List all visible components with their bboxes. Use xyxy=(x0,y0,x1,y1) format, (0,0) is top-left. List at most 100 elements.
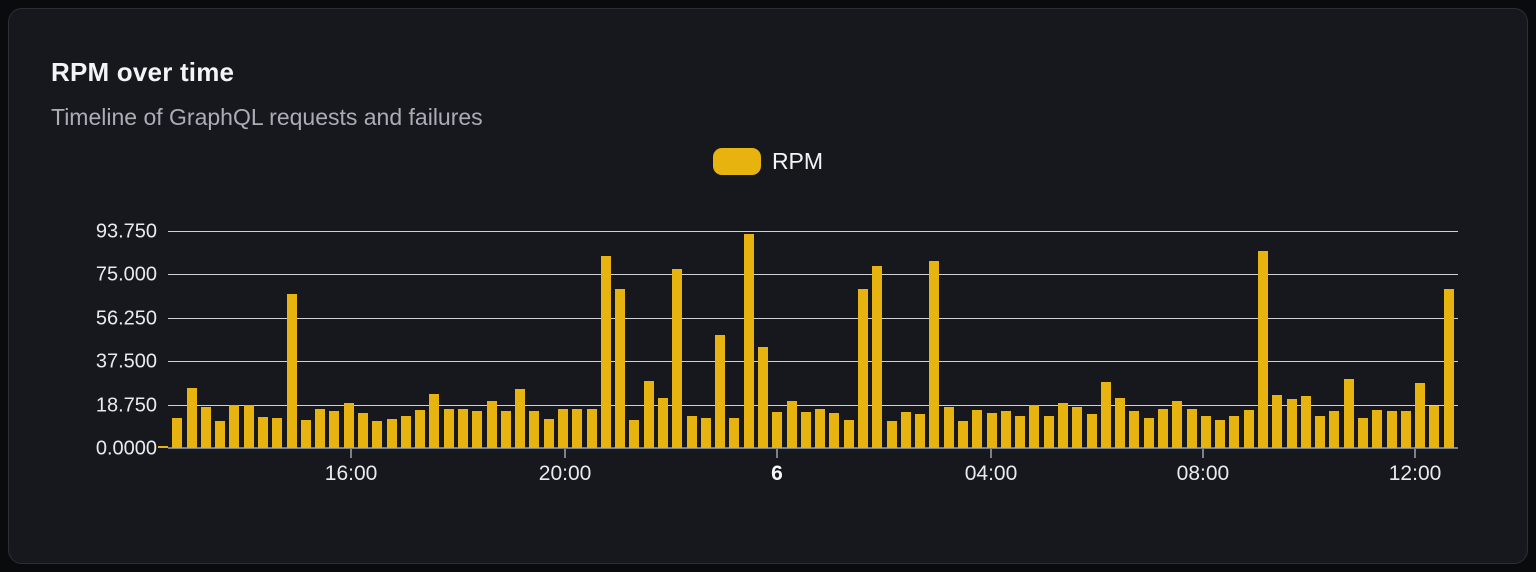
chart-bar[interactable] xyxy=(272,417,283,448)
chart-bar[interactable] xyxy=(686,415,697,448)
chart-bar[interactable] xyxy=(372,421,383,448)
chart-bar[interactable] xyxy=(943,407,954,448)
y-axis-label: 56.250 xyxy=(95,307,157,330)
legend-item-rpm[interactable]: RPM xyxy=(712,148,823,175)
chart-bar[interactable] xyxy=(286,294,297,448)
chart-bar[interactable] xyxy=(543,419,554,448)
chart-bar[interactable] xyxy=(1043,415,1054,448)
chart-bar[interactable] xyxy=(729,417,740,448)
chart-bar[interactable] xyxy=(329,410,340,448)
chart-bar[interactable] xyxy=(900,412,911,448)
chart-bar[interactable] xyxy=(1158,408,1168,448)
chart-bar[interactable] xyxy=(672,268,683,448)
chart-bar[interactable] xyxy=(829,413,840,448)
chart-bar[interactable] xyxy=(1186,408,1197,448)
chart-bar[interactable] xyxy=(1015,415,1026,448)
chart-bar[interactable] xyxy=(615,289,626,448)
chart-bar[interactable] xyxy=(1200,415,1211,448)
chart-bar[interactable] xyxy=(1386,410,1397,448)
chart-bar[interactable] xyxy=(1286,399,1297,448)
chart-bar[interactable] xyxy=(1400,410,1411,448)
chart-bar[interactable] xyxy=(500,410,511,448)
chart-bar[interactable] xyxy=(1086,414,1097,448)
chart-bar[interactable] xyxy=(1415,383,1426,448)
gridline xyxy=(168,231,1458,232)
chart-bar[interactable] xyxy=(700,417,711,448)
chart-bar[interactable] xyxy=(972,409,983,448)
chart-bar[interactable] xyxy=(858,289,868,448)
y-axis-label: 93.750 xyxy=(95,220,157,243)
chart-bar[interactable] xyxy=(986,413,997,448)
chart-bar[interactable] xyxy=(843,420,854,448)
chart-bar[interactable] xyxy=(1115,398,1126,448)
chart-bar[interactable] xyxy=(529,410,540,448)
chart-bar[interactable] xyxy=(1358,417,1368,448)
chart-bar[interactable] xyxy=(200,407,211,448)
chart-bar[interactable] xyxy=(1329,410,1340,448)
page-title: RPM over time xyxy=(51,57,235,87)
chart-bar[interactable] xyxy=(158,445,168,448)
chart-bar[interactable] xyxy=(872,266,883,448)
chart-bar[interactable] xyxy=(358,413,368,448)
x-axis-label: 6 xyxy=(771,462,783,485)
chart-bar[interactable] xyxy=(472,410,483,448)
chart-bar[interactable] xyxy=(400,415,411,448)
chart-bar[interactable] xyxy=(1300,395,1311,448)
chart-bar[interactable] xyxy=(300,420,311,448)
chart-bar[interactable] xyxy=(1429,406,1440,448)
chart-bar[interactable] xyxy=(229,405,240,448)
chart-bar[interactable] xyxy=(743,233,754,448)
chart-bar[interactable] xyxy=(815,408,826,448)
chart-bar[interactable] xyxy=(1172,400,1183,448)
chart-bar[interactable] xyxy=(786,400,797,448)
page-subtitle: Timeline of GraphQL requests and failure… xyxy=(51,104,483,130)
chart-bar[interactable] xyxy=(558,408,568,448)
chart-bar[interactable] xyxy=(600,255,611,448)
chart-bar[interactable] xyxy=(886,421,897,448)
chart-bar[interactable] xyxy=(1443,289,1454,448)
chart-bar[interactable] xyxy=(958,421,968,448)
chart-bar[interactable] xyxy=(1072,407,1083,448)
chart-bar[interactable] xyxy=(343,402,354,448)
chart-bar[interactable] xyxy=(1372,409,1383,448)
chart-bar[interactable] xyxy=(1000,410,1011,448)
chart-bar[interactable] xyxy=(515,388,526,448)
y-axis-label: 18.750 xyxy=(95,394,157,417)
chart-bar[interactable] xyxy=(758,347,768,448)
chart-bar[interactable] xyxy=(800,412,811,448)
chart-bar[interactable] xyxy=(1129,410,1140,448)
chart-bar[interactable] xyxy=(772,412,783,448)
chart-bar[interactable] xyxy=(658,398,668,448)
chart-bar[interactable] xyxy=(1229,415,1240,448)
chart-bar[interactable] xyxy=(1272,394,1283,448)
chart-bar[interactable] xyxy=(586,408,597,448)
chart-bar[interactable] xyxy=(915,414,926,448)
chart-bar[interactable] xyxy=(315,408,326,448)
chart-bar[interactable] xyxy=(643,380,654,448)
y-axis-label: 37.500 xyxy=(95,350,157,373)
chart-bar[interactable] xyxy=(243,405,254,448)
chart-bar[interactable] xyxy=(443,408,454,448)
chart-bar[interactable] xyxy=(486,400,497,448)
chart-bar[interactable] xyxy=(1343,378,1354,448)
chart-bar[interactable] xyxy=(929,260,940,448)
chart-bar[interactable] xyxy=(1243,409,1254,448)
chart-bar[interactable] xyxy=(186,387,197,448)
chart-bar[interactable] xyxy=(1058,402,1068,448)
chart-bar[interactable] xyxy=(458,408,468,448)
chart-bar[interactable] xyxy=(386,419,397,448)
chart-bar[interactable] xyxy=(172,417,183,448)
chart-bar[interactable] xyxy=(258,416,268,448)
chart-bar[interactable] xyxy=(415,409,426,448)
chart-bar[interactable] xyxy=(1029,405,1040,448)
chart-bar[interactable] xyxy=(215,421,226,448)
chart-bar[interactable] xyxy=(629,420,640,448)
chart-bar[interactable] xyxy=(572,408,583,448)
chart-bar[interactable] xyxy=(715,334,726,448)
chart-bar[interactable] xyxy=(1315,415,1326,448)
chart-bar[interactable] xyxy=(1143,417,1154,448)
chart-bar[interactable] xyxy=(1258,251,1268,448)
chart-bar[interactable] xyxy=(429,393,440,448)
chart-bar[interactable] xyxy=(1215,420,1226,448)
chart-bar[interactable] xyxy=(1100,382,1111,448)
